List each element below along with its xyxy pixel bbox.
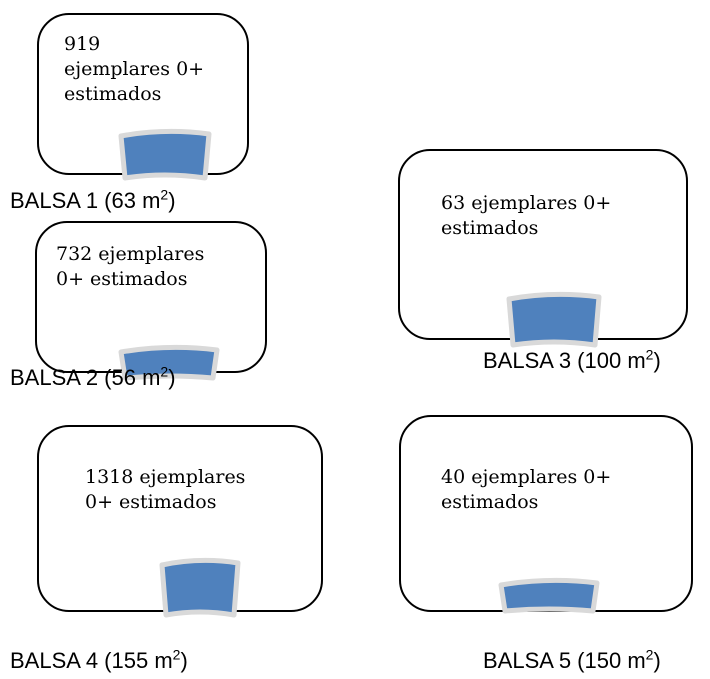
tank-icon xyxy=(118,344,220,381)
pond-balsa-3-estimate: 63 ejemplares 0+ estimados xyxy=(441,192,612,239)
tank-icon xyxy=(506,291,602,348)
pond-balsa-2-estimate: 732 ejemplares 0+ estimados xyxy=(56,243,205,290)
tank-icon xyxy=(498,577,600,614)
tank-icon xyxy=(118,128,212,181)
pond-balsa-3-label: BALSA 3 (100 m2) xyxy=(483,346,661,373)
pond-balsa-2-label: BALSA 2 (56 m2) xyxy=(10,363,176,390)
tank-icon xyxy=(159,557,241,618)
pond-balsa-4-estimate: 1318 ejemplares 0+ estimados xyxy=(85,466,246,513)
pond-balsa-1-estimate: 919 ejemplares 0+ estimados xyxy=(64,33,205,105)
pond-balsa-5-estimate: 40 ejemplares 0+ estimados xyxy=(441,466,612,513)
pond-balsa-5-label: BALSA 5 (150 m2) xyxy=(483,646,661,673)
pond-balsa-4-label: BALSA 4 (155 m2) xyxy=(10,646,188,673)
pond-balsa-1-label: BALSA 1 (63 m2) xyxy=(10,186,176,213)
